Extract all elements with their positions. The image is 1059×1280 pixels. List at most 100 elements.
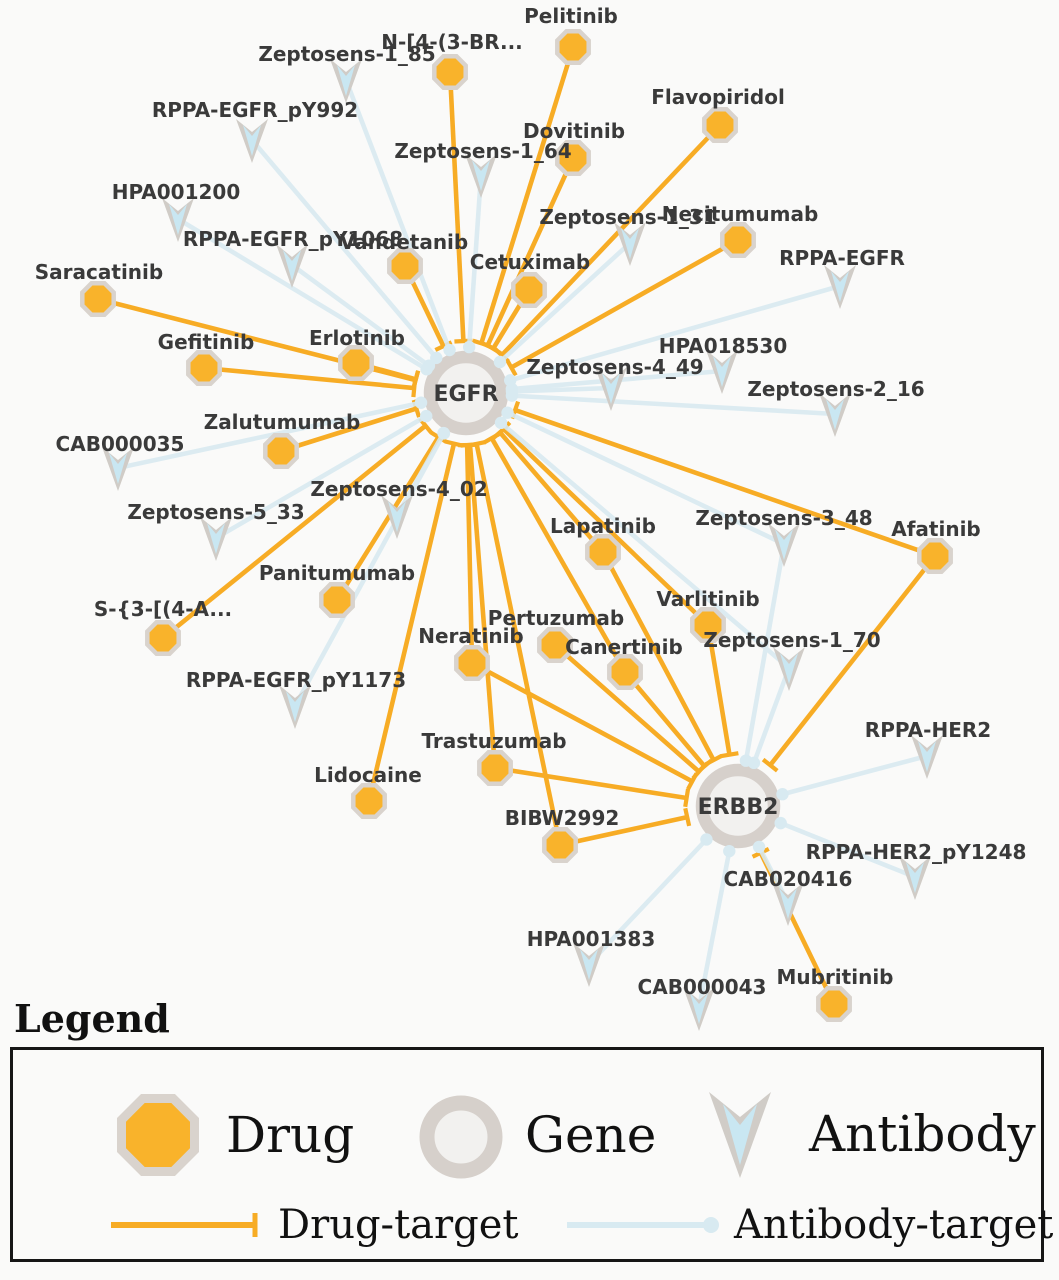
node-label-afatinib: Afatinib: [891, 517, 981, 541]
edge-antibody-target-zeptosens_2_16-EGFR: [511, 393, 836, 417]
edge-antibody-target-rppa_her2_py1248-ERBB2: [779, 820, 916, 880]
edge-antibody-target-zeptosens_4_49-EGFR: [511, 385, 612, 394]
antibody-node-cab020416[interactable]: [772, 882, 804, 926]
drug-icon: [117, 1094, 199, 1176]
gene-node-EGFR[interactable]: EGFR: [423, 350, 509, 436]
drug-octagon: [702, 107, 738, 143]
drug-node-pelitinib[interactable]: [555, 29, 591, 65]
drug-node-saracatinib[interactable]: [80, 281, 116, 317]
drug-target-line-icon: [111, 1213, 258, 1237]
drug-node-necitumumab[interactable]: [720, 222, 756, 258]
antibody-node-zeptosens_1_64[interactable]: [465, 154, 497, 198]
drug-octagon: [319, 582, 355, 618]
antibody-node-zeptosens_3_48[interactable]: [768, 523, 800, 567]
antibody-node-rppa_egfr_py1173[interactable]: [279, 685, 311, 729]
edge-antibody-target-rppa_egfr_py992-EGFR: [250, 138, 439, 360]
antibody-node-cab000043[interactable]: [683, 987, 715, 1031]
antibody-node-hpa001200[interactable]: [162, 198, 194, 242]
tee-arrowhead: [683, 788, 691, 808]
antibody-node-hpa018530[interactable]: [706, 350, 738, 394]
edge-drug-target-varlitinib-ERBB2: [705, 624, 732, 756]
antibody-node-rppa_egfr[interactable]: [824, 265, 856, 309]
edge-antibody-target-cab000035-EGFR: [117, 400, 422, 471]
edge-drug-target-flavopiridol-EGFR: [500, 123, 722, 357]
antibody-node-rppa_her2_py1248[interactable]: [899, 856, 931, 900]
edge-endpoint-dot: [494, 416, 508, 430]
drug-octagon: [917, 538, 953, 574]
node-label-zeptosens_4_49: Zeptosens-4_49: [526, 355, 703, 379]
antibody-node-rppa_egfr_py1068[interactable]: [276, 244, 308, 288]
drug-node-flavopiridol[interactable]: [702, 107, 738, 143]
drug-octagon: [537, 627, 573, 663]
drug-node-n4_3br[interactable]: [432, 54, 468, 90]
antibody-node-zeptosens_1_70[interactable]: [773, 647, 805, 691]
antibody-node-zeptosens_4_02[interactable]: [381, 495, 413, 539]
antibody-node-zeptosens_1_31[interactable]: [614, 222, 646, 266]
node-label-cab020416: CAB020416: [724, 867, 853, 891]
drug-node-erlotinib[interactable]: [338, 345, 374, 381]
drug-node-pertuzumab[interactable]: [537, 627, 573, 663]
legend-box: Drug Gene Antibody Drug-target: [10, 1047, 1053, 1262]
drug-octagon: [351, 783, 387, 819]
antibody-chevron-inner: [283, 250, 301, 281]
node-label-rppa_egfr_py992: RPPA-EGFR_pY992: [152, 98, 358, 122]
edge-drug-target-afatinib-EGFR: [514, 407, 936, 559]
edge-endpoint-dot: [430, 351, 443, 365]
drug-node-mubritinib[interactable]: [816, 986, 852, 1022]
drug-octagon: [585, 534, 621, 570]
drug-node-trastuzumab[interactable]: [477, 750, 513, 786]
drug-octagon: [555, 29, 591, 65]
antibody-chevron-inner: [207, 523, 225, 554]
drug-node-lapatinib[interactable]: [585, 534, 621, 570]
edge-antibody-target-hpa001383-ERBB2: [587, 837, 709, 966]
node-label-dovitinib: Dovitinib: [523, 119, 625, 143]
antibody-node-hpa001383[interactable]: [573, 943, 605, 987]
drug-octagon: [263, 433, 299, 469]
gene-circle: [695, 763, 781, 849]
drug-node-lidocaine[interactable]: [351, 783, 387, 819]
drug-node-bibw2992[interactable]: [542, 827, 578, 863]
drug-node-panitumumab[interactable]: [319, 582, 355, 618]
edge-drug-target-lapatinib-EGFR: [498, 430, 605, 554]
edge-drug-target-trastuzumab-EGFR: [467, 444, 498, 769]
node-label-rppa_egfr_py1068: RPPA-EGFR_pY1068: [183, 227, 403, 251]
drug-node-canertinib[interactable]: [607, 654, 643, 690]
drug-node-afatinib[interactable]: [917, 538, 953, 574]
antibody-node-rppa_egfr_py992[interactable]: [236, 119, 268, 163]
drug-node-varlitinib[interactable]: [690, 607, 726, 643]
drug-node-dovitinib[interactable]: [555, 140, 591, 176]
drug-octagon: [720, 222, 756, 258]
antibody-chevron-inner: [775, 529, 793, 560]
edge-antibody-target-zeptosens_1_70-EGFR: [499, 421, 791, 670]
drug-node-neratinib[interactable]: [454, 645, 490, 681]
antibody-node-zeptosens_2_16[interactable]: [819, 393, 851, 437]
drug-node-vandetanib[interactable]: [387, 248, 423, 284]
edge-endpoint-dot: [414, 396, 428, 409]
antibody-node-zeptosens_1_85[interactable]: [330, 59, 362, 103]
edge-drug-target-lidocaine-EGFR: [366, 443, 457, 802]
antibody-node-zeptosens_5_33[interactable]: [200, 517, 232, 561]
drug-node-zalutumumab[interactable]: [263, 433, 299, 469]
edge-antibody-target-zeptosens_5_33-EGFR: [214, 414, 428, 540]
antibody-node-cab000035[interactable]: [102, 447, 134, 491]
edge-endpoint-dots: [414, 340, 789, 858]
node-label-pertuzumab: Pertuzumab: [488, 606, 624, 630]
antibody-chevron-inner: [713, 356, 731, 387]
node-label-hpa001200: HPA001200: [112, 180, 241, 204]
gene-node-ERBB2[interactable]: ERBB2: [695, 763, 781, 849]
antibody-chevron-inner: [602, 373, 620, 404]
gene-circle: [423, 350, 509, 436]
drug-node-s3_4a[interactable]: [145, 620, 181, 656]
antibody-node-rppa_her2[interactable]: [911, 735, 943, 779]
drug-target-edges: [97, 46, 937, 1006]
antibody-chevron-inner: [580, 949, 598, 980]
antibody-chevron-inner: [779, 888, 797, 919]
drug-node-gefitinib[interactable]: [186, 350, 222, 386]
antibody-node-zeptosens_4_49[interactable]: [595, 367, 627, 411]
drug-node-cetuximab[interactable]: [511, 272, 547, 308]
edge-endpoint-dot: [752, 840, 766, 854]
node-label-zeptosens_2_16: Zeptosens-2_16: [747, 377, 924, 401]
edge-drug-target-s3_4a-EGFR: [161, 423, 428, 640]
edge-drug-target-lapatinib-ERBB2: [600, 550, 716, 762]
